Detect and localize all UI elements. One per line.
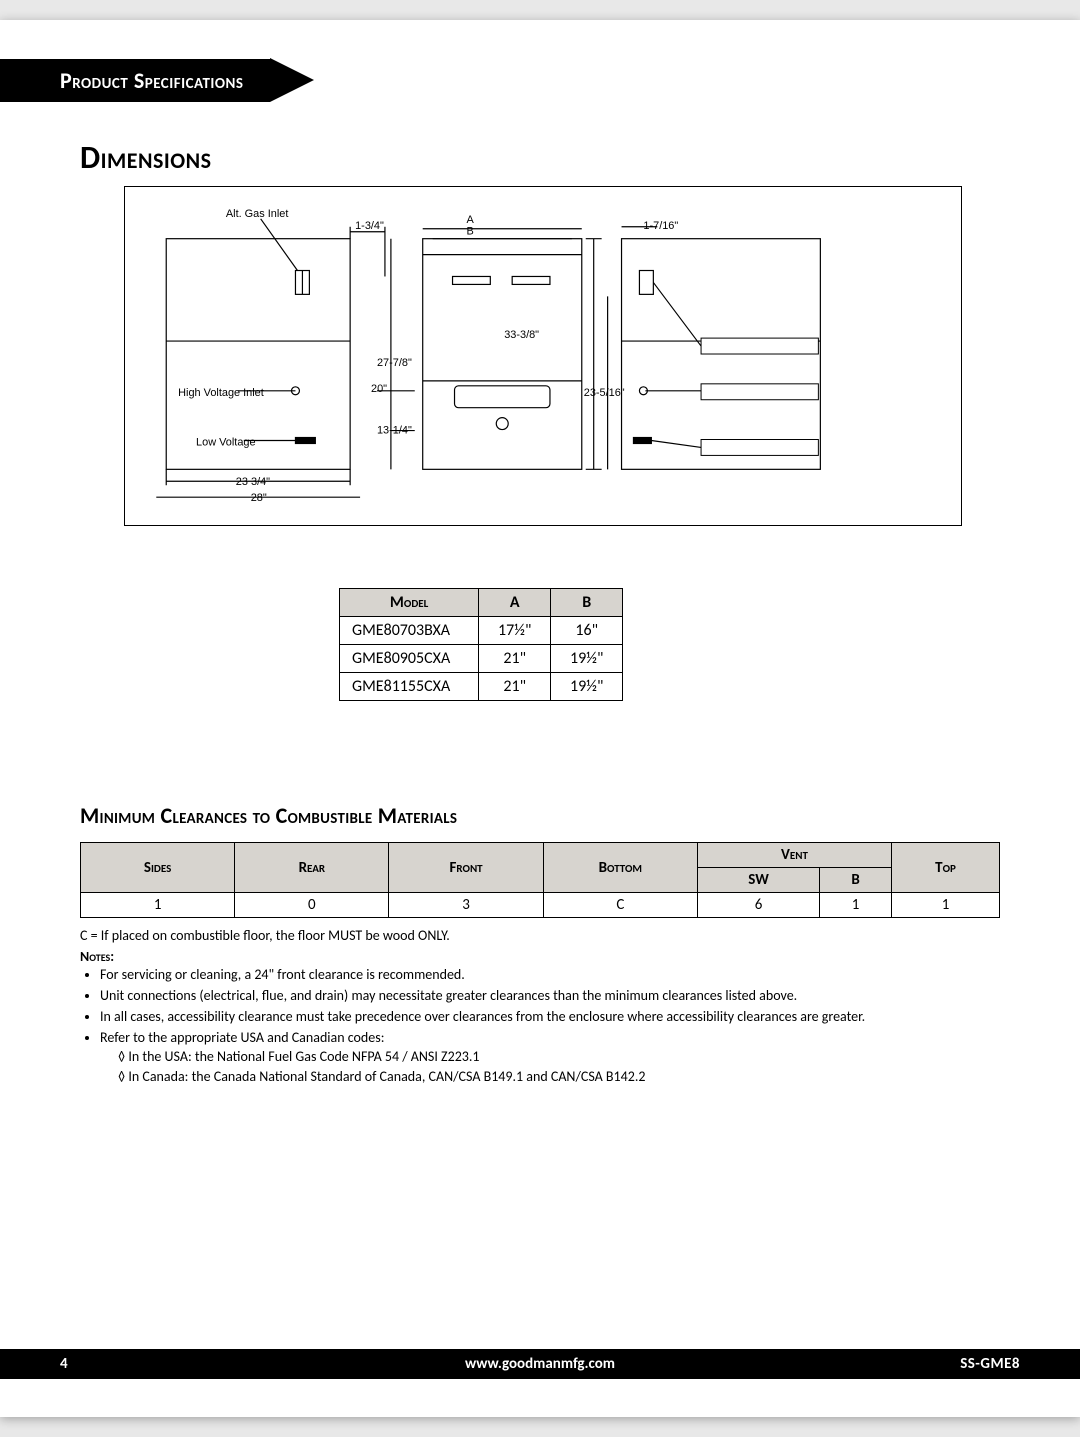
- list-item: Refer to the appropriate USA and Canadia…: [100, 1029, 1000, 1088]
- lbl-13-1-4: 13-1/4": [377, 425, 412, 437]
- lbl-low-v: Low Voltage: [196, 436, 256, 448]
- header-tab: Product Specifications: [0, 58, 314, 102]
- footer-page-number: 4: [60, 1355, 68, 1373]
- mt-h-model: Model: [340, 589, 479, 617]
- lbl-1-7-16: 1-7/16": [643, 220, 678, 232]
- notes-label: Notes:: [80, 948, 114, 965]
- lbl-28: 28": [251, 492, 267, 504]
- ct-h-front: Front: [389, 843, 543, 893]
- list-item: Unit connections (electrical, flue, and …: [100, 987, 1000, 1006]
- lbl-33-3-8: 33-3/8": [504, 329, 539, 341]
- clearance-table: Sides Rear Front Bottom Vent Top SW B 1 …: [80, 842, 1000, 918]
- dimensions-diagram: Alt. Gas Inlet 1-3/4" A B 1-7/16" 33-3/8…: [124, 186, 962, 526]
- list-item: For servicing or cleaning, a 24" front c…: [100, 966, 1000, 985]
- mt-h-a: A: [479, 589, 551, 617]
- lbl-alt-gas-left: Alt. Gas Inlet: [226, 208, 289, 220]
- page: Product Specifications Dimensions: [0, 20, 1080, 1417]
- page-title: Dimensions: [80, 138, 212, 177]
- footnote-c: C = If placed on combustible floor, the …: [80, 927, 450, 944]
- list-item: In the USA: the National Fuel Gas Code N…: [118, 1048, 1000, 1067]
- lbl-23-5-16: 23-5/16": [584, 387, 625, 399]
- table-row: 1 0 3 C 6 1 1: [81, 893, 1000, 918]
- lbl-27-7-8: 27-7/8": [377, 357, 412, 369]
- header-tab-label: Product Specifications: [0, 59, 270, 102]
- notes-list: For servicing or cleaning, a 24" front c…: [100, 966, 1000, 1089]
- ct-h-b: B: [820, 868, 892, 893]
- ct-h-rear: Rear: [235, 843, 389, 893]
- lbl-b: B: [466, 226, 473, 238]
- ct-h-top: Top: [892, 843, 1000, 893]
- table-row: GME80905CXA 21" 19½": [340, 645, 623, 673]
- lbl-1-3-4: 1-3/4": [355, 220, 384, 232]
- list-item: In all cases, accessibility clearance mu…: [100, 1008, 1000, 1027]
- list-item: In Canada: the Canada National Standard …: [118, 1068, 1000, 1087]
- ct-h-bottom: Bottom: [543, 843, 697, 893]
- clearances-heading: Minimum Clearances to Combustible Materi…: [80, 802, 457, 829]
- ct-h-sides: Sides: [81, 843, 235, 893]
- ct-h-sw: SW: [697, 868, 819, 893]
- table-row: GME80703BXA 17½" 16": [340, 617, 623, 645]
- lbl-23-3-4: 23 3/4": [236, 476, 270, 488]
- lbl-20: 20": [371, 383, 387, 395]
- footer-doc-code: SS-GME8: [960, 1355, 1020, 1373]
- lbl-a: A: [466, 214, 474, 226]
- table-row: GME81155CXA 21" 19½": [340, 673, 623, 701]
- ct-h-vent: Vent: [697, 843, 891, 868]
- page-footer: 4 www.goodmanmfg.com SS-GME8: [0, 1349, 1080, 1379]
- mt-body: GME80703BXA 17½" 16" GME80905CXA 21" 19½…: [340, 617, 623, 701]
- notes-sublist: In the USA: the National Fuel Gas Code N…: [100, 1048, 1000, 1088]
- lbl-hv-inlet: High Voltage Inlet: [178, 387, 264, 399]
- footer-url: www.goodmanmfg.com: [0, 1355, 1080, 1373]
- header-tab-triangle: [270, 58, 314, 102]
- mt-h-b: B: [551, 589, 623, 617]
- model-table: Model A B GME80703BXA 17½" 16" GME80905C…: [339, 588, 623, 701]
